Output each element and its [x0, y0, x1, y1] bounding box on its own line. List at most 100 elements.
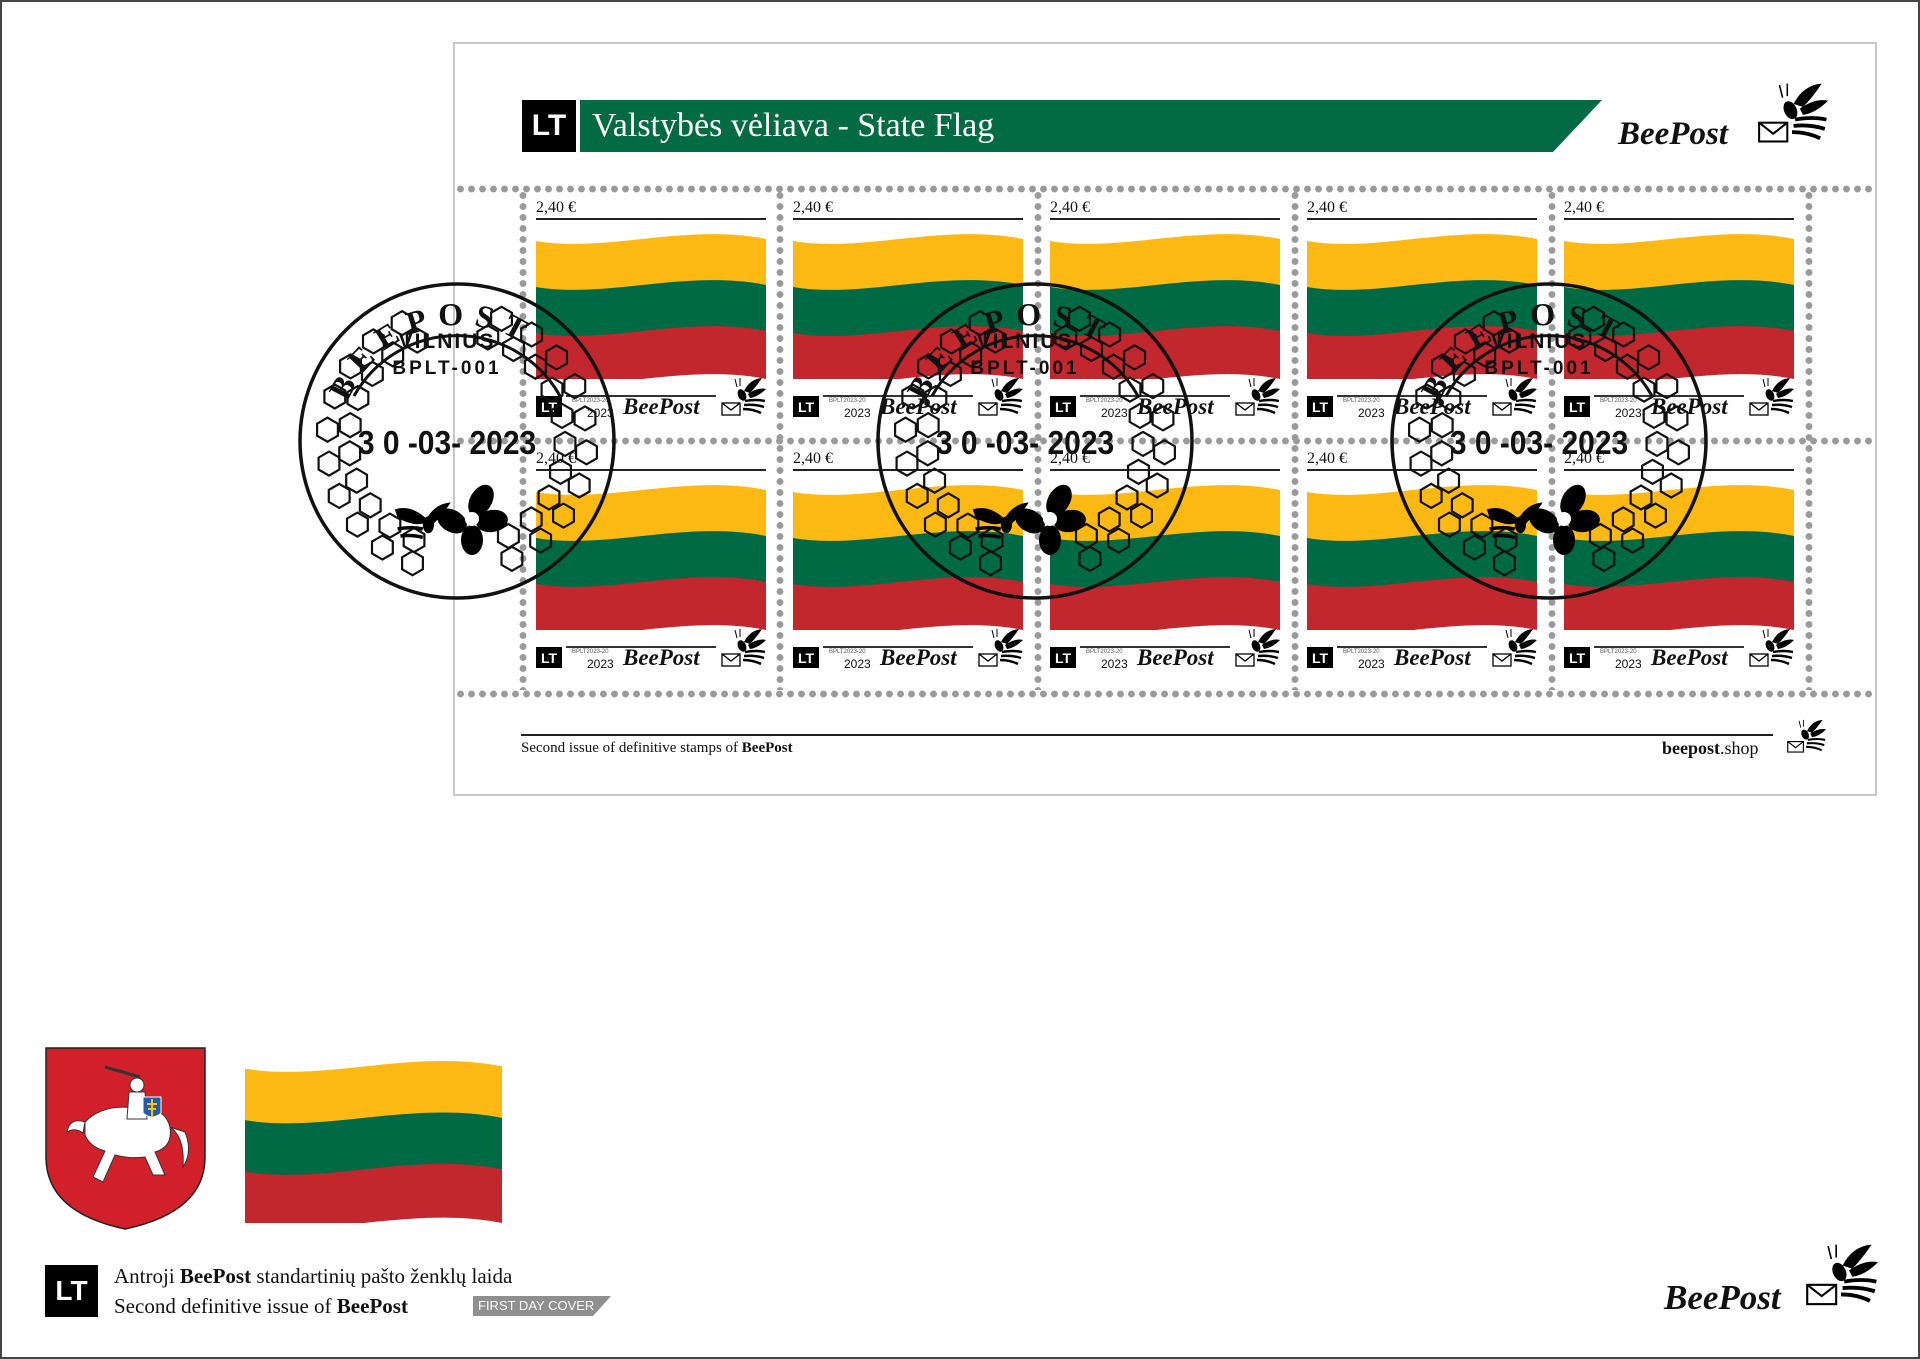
- stamp-country-code: LT: [793, 396, 819, 417]
- flag-stripe: [245, 1061, 502, 1126]
- stamp-year: 2023: [587, 406, 614, 420]
- flag-stripe: [1564, 234, 1794, 292]
- caption-brand: BeePost: [179, 1264, 252, 1288]
- cover-caption-en: Second definitive issue of BeePost: [114, 1294, 408, 1319]
- stamp-brand: BeePost: [1394, 645, 1471, 670]
- bee-envelope-icon: [1806, 1244, 1878, 1306]
- stamp-brand: BeePost: [623, 645, 700, 670]
- bee-envelope-icon: [978, 629, 1023, 667]
- country-code-badge-cover: LT: [45, 1265, 98, 1317]
- stamp-flag: [793, 234, 1023, 379]
- first-day-cover-label: FIRST DAY COVER: [478, 1298, 595, 1313]
- stamp-rule: [536, 218, 766, 220]
- bee-envelope-icon: [1758, 83, 1828, 143]
- flag-stripe: [793, 234, 1023, 292]
- stamp-country-code: LT: [536, 396, 562, 417]
- shop-link-bold: beepost: [1662, 738, 1720, 758]
- stamp-country-code: LT: [1307, 396, 1333, 417]
- stamp-code: BPLT2023-20: [1343, 649, 1380, 655]
- flag-stripe: [245, 1163, 502, 1223]
- caption-text: standartinių pašto ženklų laida: [251, 1264, 513, 1288]
- stamp-brand: BeePost: [1137, 645, 1214, 670]
- stamp-country-code: LT: [536, 647, 562, 668]
- perforation-column: [1034, 190, 1042, 690]
- stamp: 2,40 € LT BPLT2023-20 2023 BeePost: [1050, 450, 1280, 675]
- flag-stripe: [1307, 234, 1537, 292]
- stamp-brand: BeePost: [623, 394, 700, 419]
- shop-link[interactable]: beepost.shop: [1662, 738, 1759, 759]
- stamp: 2,40 € LT BPLT2023-20 2023 BeePost: [1307, 450, 1537, 675]
- stamp-price: 2,40 €: [1050, 199, 1090, 216]
- stamp-code: BPLT2023-20: [1086, 649, 1123, 655]
- stamp-price: 2,40 €: [1564, 450, 1604, 467]
- stamp-rule: [1564, 469, 1794, 471]
- stamp-year: 2023: [1101, 406, 1128, 420]
- stamp-brand: BeePost: [1651, 394, 1728, 419]
- perforation-column: [1291, 190, 1299, 690]
- bee-envelope-icon: [1749, 378, 1794, 416]
- stamp-rule: [793, 218, 1023, 220]
- bee-envelope-icon: [1235, 378, 1280, 416]
- stamp-year: 2023: [1615, 406, 1642, 420]
- stamp-code: BPLT2023-20: [1600, 398, 1637, 404]
- stamp-code: BPLT2023-20: [1343, 398, 1380, 404]
- stamp: 2,40 € LT BPLT2023-20 2023 BeePost: [536, 199, 766, 424]
- stamp-country-code: LT: [1564, 647, 1590, 668]
- bee-envelope-icon: [1492, 629, 1537, 667]
- bee-envelope-icon: [978, 378, 1023, 416]
- caption-text: Second issue of definitive stamps of: [521, 740, 742, 756]
- stamp-footer-rule: [1594, 646, 1744, 648]
- stamp-rule: [536, 469, 766, 471]
- bee-envelope-icon: [1492, 378, 1537, 416]
- stamp: 2,40 € LT BPLT2023-20 2023 BeePost: [793, 450, 1023, 675]
- stamp-year: 2023: [1615, 657, 1642, 671]
- beepost-logo-text: BeePost: [1618, 116, 1728, 152]
- first-day-cover-badge: [473, 1296, 611, 1316]
- stamp-rule: [1050, 469, 1280, 471]
- perforation-row: [455, 185, 1876, 193]
- stamp-rule: [1307, 218, 1537, 220]
- stamp-flag: [536, 234, 766, 379]
- stamp-price: 2,40 €: [793, 199, 833, 216]
- perforation-row: [455, 690, 1876, 698]
- flag-stripe: [1050, 234, 1280, 292]
- stamp-price: 2,40 €: [1050, 450, 1090, 467]
- stamp-flag: [793, 485, 1023, 630]
- stamp-rule: [1307, 469, 1537, 471]
- stamp-flag: [1564, 485, 1794, 630]
- stamp: 2,40 € LT BPLT2023-20 2023 BeePost: [793, 199, 1023, 424]
- stamp-code: BPLT2023-20: [1086, 398, 1123, 404]
- stamp-price: 2,40 €: [536, 199, 576, 216]
- beepost-logo-text: BeePost: [1664, 1278, 1781, 1317]
- stamp-flag: [1307, 485, 1537, 630]
- bee-envelope-icon: [1235, 629, 1280, 667]
- coat-of-arms-vytis: [45, 1047, 206, 1230]
- stamp-footer-rule: [1337, 646, 1487, 648]
- caption-brand: BeePost: [336, 1294, 408, 1318]
- stamp: 2,40 € LT BPLT2023-20 2023 BeePost: [1564, 199, 1794, 424]
- stamp-rule: [1564, 218, 1794, 220]
- stamp-footer-rule: [823, 646, 973, 648]
- stamp-country-code: LT: [1564, 396, 1590, 417]
- stamp-rule: [1050, 218, 1280, 220]
- stamp-brand: BeePost: [880, 394, 957, 419]
- flag-stripe: [245, 1112, 502, 1178]
- stamp-country-code: LT: [1307, 647, 1333, 668]
- stamp-flag: [1564, 234, 1794, 379]
- stamp-price: 2,40 €: [1564, 199, 1604, 216]
- bee-envelope-icon: [1749, 629, 1794, 667]
- stamp-brand: BeePost: [1137, 394, 1214, 419]
- stamp: 2,40 € LT BPLT2023-20 2023 BeePost: [1564, 450, 1794, 675]
- stamp-flag: [536, 485, 766, 630]
- stamp-country-code: LT: [793, 647, 819, 668]
- perforation-column: [776, 190, 784, 690]
- stamp-price: 2,40 €: [1307, 450, 1347, 467]
- sheet-footer-caption: Second issue of definitive stamps of Bee…: [521, 740, 793, 757]
- bee-icon: [1787, 719, 1826, 753]
- stamp: 2,40 € LT BPLT2023-20 2023 BeePost: [536, 450, 766, 675]
- title-band: [580, 100, 1602, 152]
- perforation-column: [1548, 190, 1556, 690]
- stamp-price: 2,40 €: [536, 450, 576, 467]
- stamp-code: BPLT2023-20: [829, 649, 866, 655]
- stamp-footer-rule: [566, 646, 716, 648]
